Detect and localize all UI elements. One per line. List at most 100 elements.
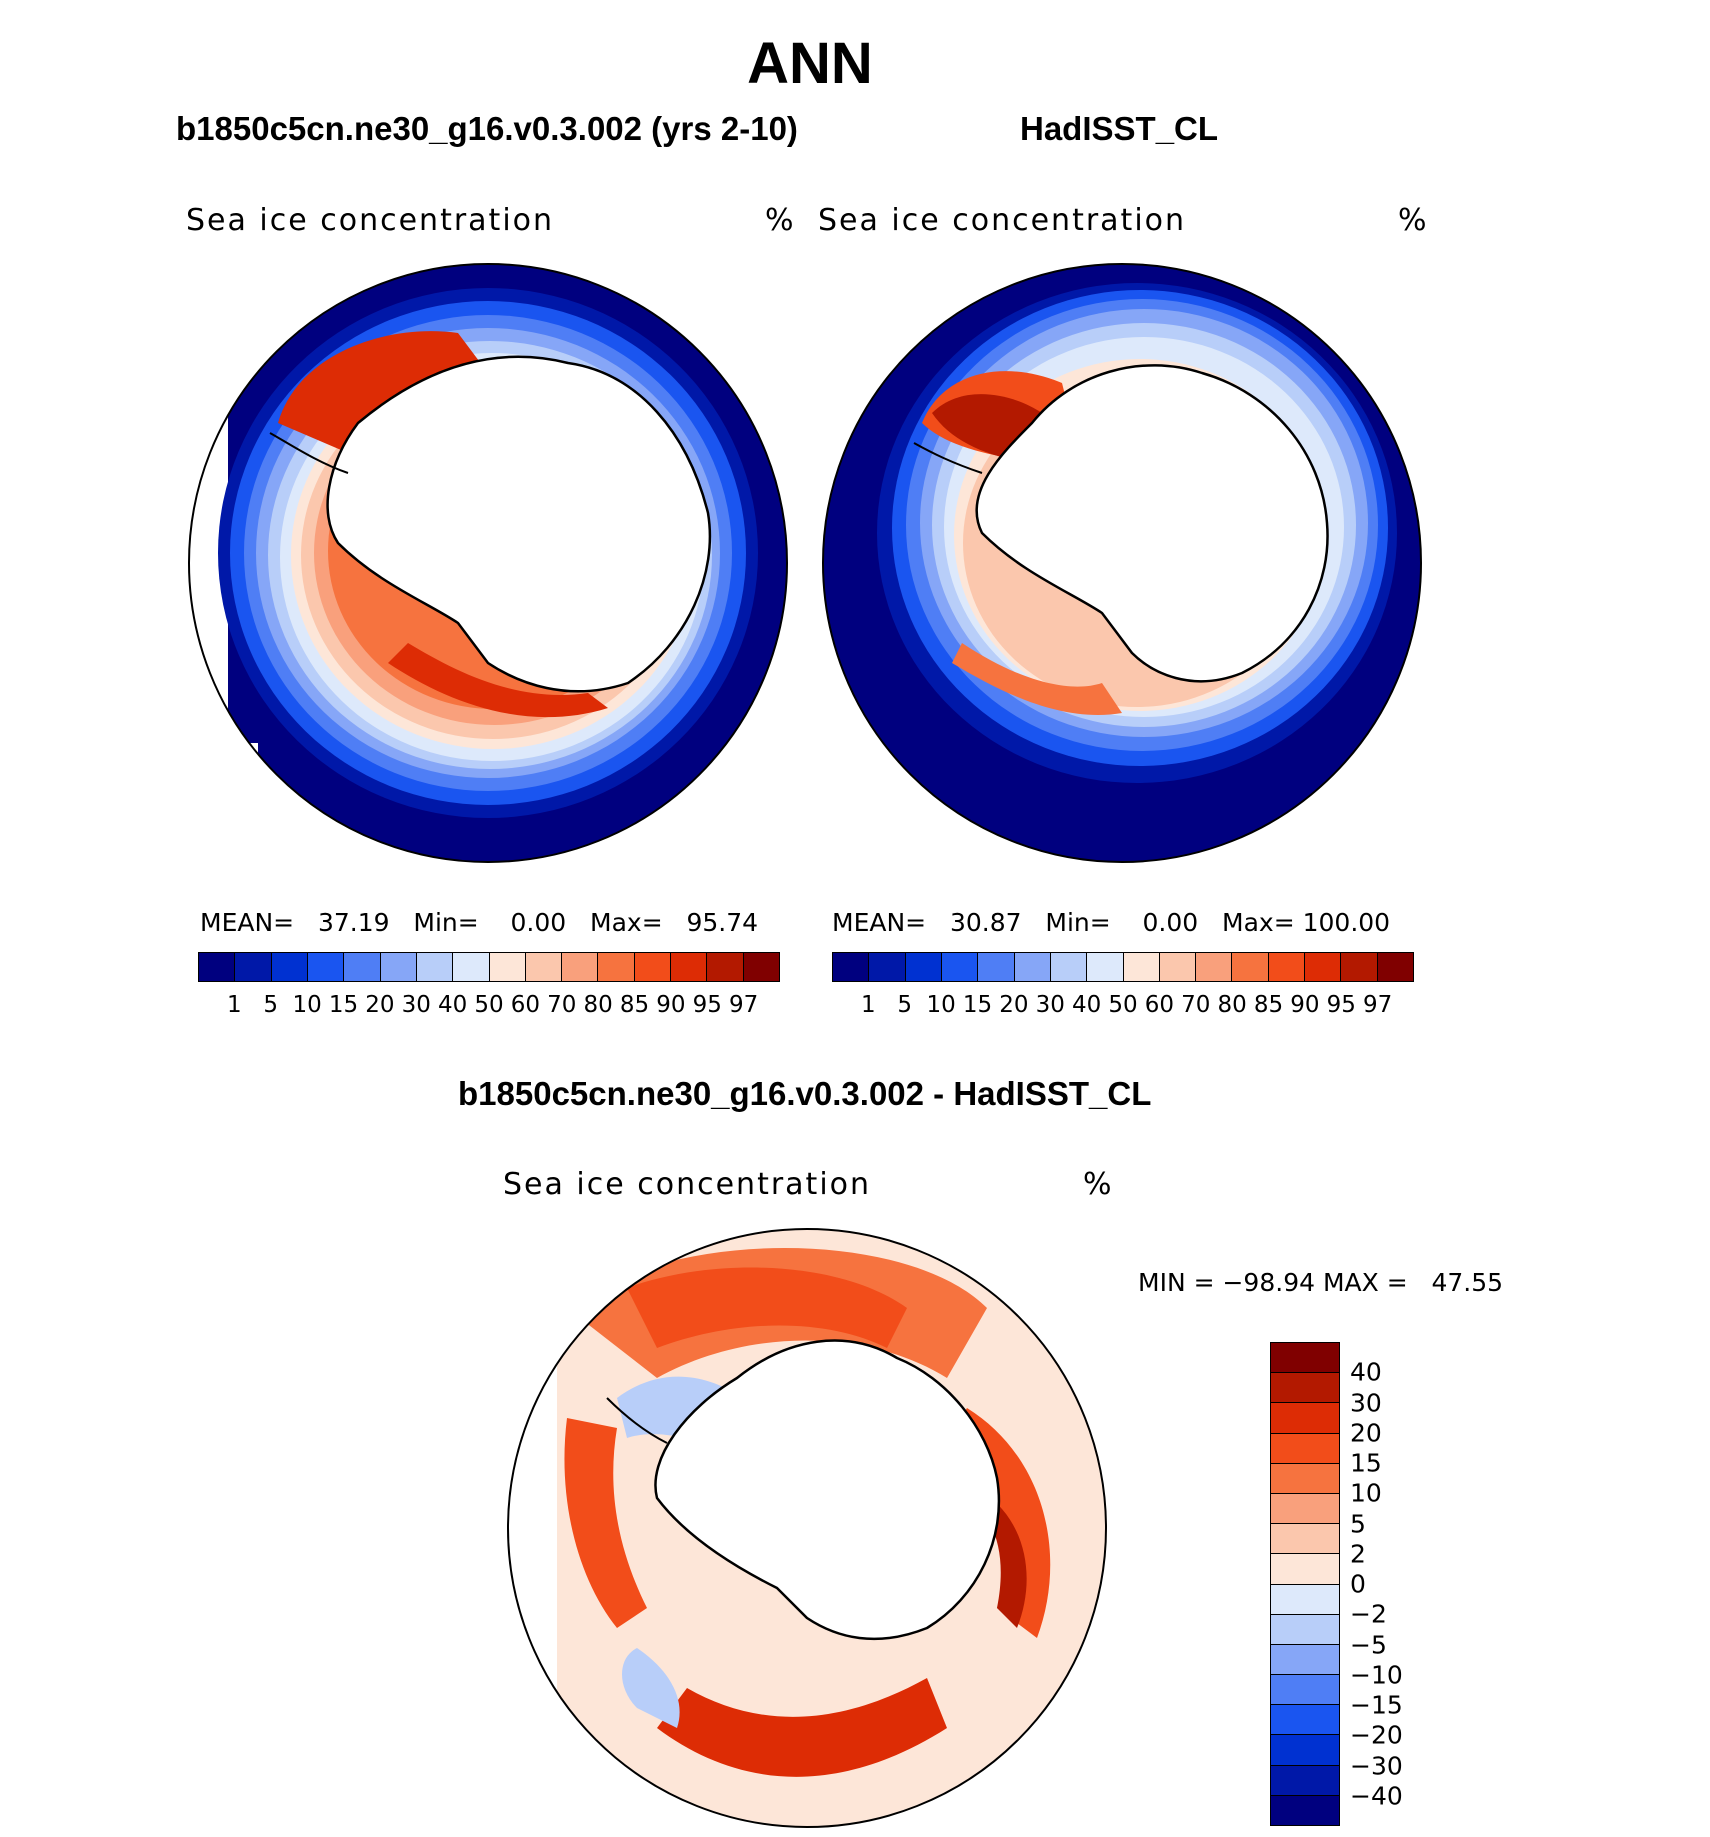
colorbar-difference-ticks: 40 30 20 15 10 5 2 0 −2 −5 −10 −15 −20 −30 −40 bbox=[1350, 1342, 1460, 1826]
colorbar-panel-2-tick-label: 85 bbox=[1253, 992, 1284, 1018]
colorbar-panel-2-swatch bbox=[1014, 953, 1051, 981]
colorbar-difference-tick-label: −10 bbox=[1350, 1660, 1403, 1690]
colorbar-panel-2-swatch bbox=[833, 953, 870, 981]
colorbar-panel-2-tick-label: 90 bbox=[1290, 992, 1320, 1018]
colorbar-panel-1-swatch bbox=[271, 953, 308, 981]
colorbar-difference-tick-label: 40 bbox=[1350, 1357, 1382, 1387]
colorbar-difference-tick-label: 2 bbox=[1350, 1539, 1366, 1569]
colorbar-panel-2-swatch bbox=[1341, 953, 1378, 981]
colorbar-panel-1-swatch bbox=[707, 953, 744, 981]
colorbar-panel-1-tick-label: 70 bbox=[547, 992, 577, 1018]
colorbar-panel-1-tick-label: 95 bbox=[692, 992, 722, 1018]
colorbar-panel-1-tick-label: 80 bbox=[583, 992, 613, 1018]
colorbar-panel-2-tick-label: 20 bbox=[999, 992, 1029, 1018]
colorbar-difference-tick-label: −5 bbox=[1350, 1630, 1387, 1659]
colorbar-difference-swatch bbox=[1271, 1705, 1339, 1736]
colorbar-panel-1-swatch bbox=[199, 953, 236, 981]
panel-2-field-label: Sea ice concentration bbox=[818, 203, 1187, 238]
panel-1-min-label: Min= bbox=[413, 908, 479, 937]
colorbar-difference-swatch bbox=[1271, 1614, 1339, 1645]
diff-panel-title: b1850c5cn.ne30_g16.v0.3.002 - HadISST_CL bbox=[458, 1075, 1152, 1112]
colorbar-panel-1-tick-label: 20 bbox=[365, 992, 395, 1018]
panel-1-stats: MEAN= 37.19 Min= 0.00 Max= 95.74 bbox=[200, 908, 758, 937]
colorbar-difference-tick-label: 30 bbox=[1350, 1388, 1382, 1417]
colorbar-difference-tick-label: −20 bbox=[1350, 1720, 1403, 1750]
diff-panel-unit-label: % bbox=[1083, 1167, 1112, 1202]
colorbar-panel-2-tick-label: 70 bbox=[1181, 992, 1211, 1018]
map-observed-sea-ice bbox=[822, 263, 1422, 863]
colorbar-panel-1-tick-label: 60 bbox=[510, 992, 541, 1018]
colorbar-panel-1-swatch bbox=[416, 953, 454, 981]
colorbar-panel-2-swatch bbox=[1268, 953, 1306, 981]
colorbar-panel-2-tick-label: 10 bbox=[926, 992, 956, 1018]
colorbar-panel-2 bbox=[832, 952, 1414, 982]
colorbar-difference-tick-label: −15 bbox=[1350, 1690, 1403, 1720]
colorbar-difference-swatch bbox=[1271, 1675, 1339, 1706]
panel-2-mean-label: MEAN= bbox=[832, 908, 927, 937]
colorbar-panel-1-tick-label: 1 bbox=[227, 992, 242, 1018]
colorbar-difference-swatch bbox=[1271, 1343, 1339, 1374]
colorbar-difference-swatch bbox=[1271, 1644, 1339, 1676]
colorbar-difference-swatch bbox=[1271, 1373, 1339, 1404]
colorbar-difference-tick-label: 5 bbox=[1350, 1509, 1366, 1538]
colorbar-panel-2-tick-label: 97 bbox=[1362, 992, 1393, 1018]
colorbar-panel-2-swatch bbox=[1232, 953, 1269, 981]
colorbar-panel-1-tick-label: 40 bbox=[437, 992, 468, 1018]
map-difference-sea-ice bbox=[507, 1228, 1107, 1828]
panel-2-mean: 30.87 bbox=[949, 908, 1022, 937]
colorbar-panel-1-tick-label: 15 bbox=[328, 992, 359, 1018]
antarctic-peninsula-coast bbox=[269, 432, 349, 474]
colorbar-panel-1-swatch bbox=[562, 953, 599, 981]
colorbar-panel-1-tick-label: 85 bbox=[619, 992, 650, 1018]
colorbar-panel-1-swatch bbox=[525, 953, 563, 981]
panel-1-field-label: Sea ice concentration bbox=[186, 203, 555, 238]
colorbar-panel-1-tick-label: 5 bbox=[263, 992, 279, 1018]
colorbar-panel-2-tick-label: 50 bbox=[1108, 992, 1138, 1018]
colorbar-difference-tick-label: 15 bbox=[1350, 1448, 1382, 1478]
colorbar-difference-tick-label: −2 bbox=[1350, 1599, 1387, 1629]
colorbar-difference-swatch bbox=[1271, 1463, 1339, 1494]
antarctica-landmass bbox=[326, 355, 712, 693]
colorbar-panel-2-swatch bbox=[1159, 953, 1197, 981]
colorbar-panel-1 bbox=[198, 952, 780, 982]
panel-2-unit-label: % bbox=[1398, 203, 1427, 238]
colorbar-difference-tick-label: 20 bbox=[1350, 1418, 1382, 1448]
colorbar-difference-swatch bbox=[1271, 1524, 1339, 1555]
map-model-sea-ice bbox=[188, 263, 788, 863]
colorbar-panel-2-swatch bbox=[1196, 953, 1233, 981]
colorbar-panel-1-swatch bbox=[671, 953, 708, 981]
colorbar-difference-swatch bbox=[1271, 1554, 1339, 1585]
colorbar-panel-2-swatch bbox=[1050, 953, 1088, 981]
panel-1-mean: 37.19 bbox=[317, 908, 390, 937]
panel-2-min: 0.00 bbox=[1142, 908, 1199, 937]
antarctica-landmass bbox=[654, 1339, 1001, 1641]
panel-2-max-label: Max= bbox=[1222, 908, 1295, 937]
diff-panel-field-label: Sea ice concentration bbox=[503, 1167, 872, 1202]
colorbar-panel-1-tick-label: 97 bbox=[728, 992, 759, 1018]
antarctic-peninsula-coast bbox=[913, 442, 983, 474]
diff-panel-minmax: MIN = −98.94 MAX = 47.55 bbox=[1138, 1268, 1504, 1297]
colorbar-panel-2-tick-label: 5 bbox=[897, 992, 913, 1018]
colorbar-difference-swatch bbox=[1271, 1403, 1339, 1434]
panel-1-min: 0.00 bbox=[510, 908, 567, 937]
colorbar-panel-1-swatch bbox=[235, 953, 272, 981]
colorbar-difference-tick-label: −30 bbox=[1350, 1751, 1403, 1780]
colorbar-panel-2-swatch bbox=[905, 953, 942, 981]
colorbar-panel-1-swatch bbox=[307, 953, 345, 981]
colorbar-panel-1-swatch bbox=[743, 953, 779, 981]
panel-2-title: HadISST_CL bbox=[1020, 110, 1219, 147]
colorbar-panel-2-swatch bbox=[1123, 953, 1160, 981]
missing-data-region bbox=[508, 1348, 557, 1708]
colorbar-difference-swatch bbox=[1271, 1584, 1339, 1615]
colorbar-panel-2-tick-label: 30 bbox=[1035, 992, 1065, 1018]
colorbar-difference-tick-label: 10 bbox=[1350, 1478, 1382, 1508]
colorbar-panel-1-swatch bbox=[598, 953, 635, 981]
colorbar-panel-1-swatch bbox=[380, 953, 417, 981]
panel-1-max: 95.74 bbox=[686, 908, 759, 937]
colorbar-difference-swatch bbox=[1271, 1433, 1339, 1464]
panel-1-mean-label: MEAN= bbox=[200, 908, 295, 937]
colorbar-panel-2-tick-label: 60 bbox=[1144, 992, 1175, 1018]
colorbar-difference-swatch bbox=[1271, 1493, 1339, 1525]
colorbar-panel-1-tick-label: 30 bbox=[401, 992, 431, 1018]
colorbar-difference bbox=[1270, 1342, 1340, 1826]
